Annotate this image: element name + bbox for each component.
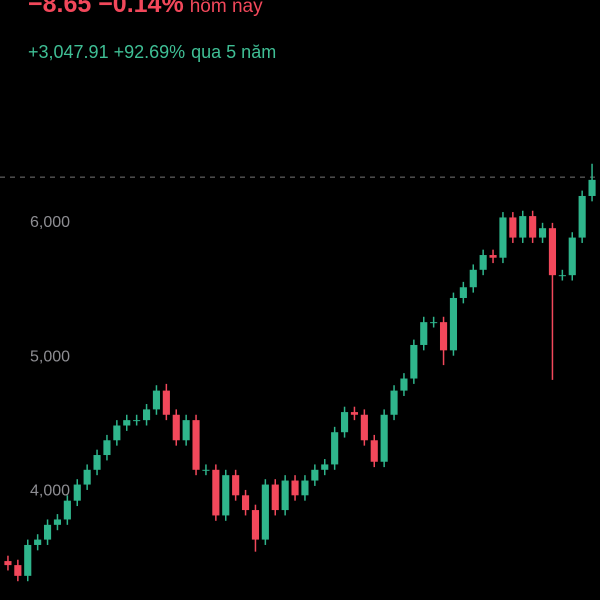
candle-body [152,390,161,410]
candle-body [519,216,527,238]
candle-body [311,469,319,481]
y-tick-label: 5,000 [30,348,70,365]
candle-body [14,565,22,576]
candle-body [24,544,32,576]
candle-body [63,500,71,520]
candle-body [578,195,586,238]
candle-body [538,228,547,238]
candle-body [469,269,477,288]
candle-body [439,322,448,351]
candle-body [420,322,428,345]
candle-body [489,255,497,258]
candle-body [261,484,269,540]
y-tick-label: 6,000 [30,214,70,231]
candle-body [459,287,467,298]
candle-body [232,475,240,496]
candle-body [410,344,418,379]
candle-body [123,420,131,426]
candle-body [568,237,576,276]
today-value: −8.65 −0.14% [28,0,184,18]
candle-body [271,484,279,511]
candle-body [529,216,537,238]
candle-body [499,217,507,258]
candle-body [509,217,517,238]
candle-body [172,414,180,441]
period-change: +3,047.91 +92.69% qua 5 năm [28,42,276,63]
candle-body [449,297,458,351]
candle-body [202,469,210,471]
candle-body [400,378,408,391]
candle-body [548,228,557,276]
candle-body [73,484,81,501]
candle-body [53,519,62,525]
candle-body [34,539,42,545]
candle-body [340,412,349,433]
today-label: hôm nay [189,0,263,17]
candle-body [430,322,438,324]
candle-body [182,420,190,441]
candle-body [93,455,101,470]
candle-body [370,440,378,462]
candle-body [162,390,170,415]
y-tick-label: 4,000 [30,482,70,499]
candle-body [350,412,359,415]
candle-body [360,414,368,441]
candle-body [281,480,289,511]
candle-body [222,475,230,516]
period-label: qua 5 năm [191,42,277,62]
candle-body [588,179,596,196]
candle-body [241,495,250,511]
candle-body [558,275,566,277]
candle-body [321,464,329,470]
candle-body [113,425,121,441]
candle-body [251,510,260,540]
candle-body [192,420,200,470]
candle-body [291,480,299,496]
candle-body [301,480,309,496]
candle-body [212,469,220,516]
candle-body [380,414,388,462]
candle-body [331,432,339,465]
candle-body [479,255,487,270]
candle-body [43,524,52,540]
candle-body [133,420,141,422]
candle-body [103,440,111,456]
candle-body [142,409,151,421]
today-change: −8.65 −0.14% hôm nay [28,0,263,19]
candle-body [390,390,398,415]
candle-body [4,561,12,566]
candle-body [83,469,91,485]
period-value: +3,047.91 +92.69% [28,42,186,62]
